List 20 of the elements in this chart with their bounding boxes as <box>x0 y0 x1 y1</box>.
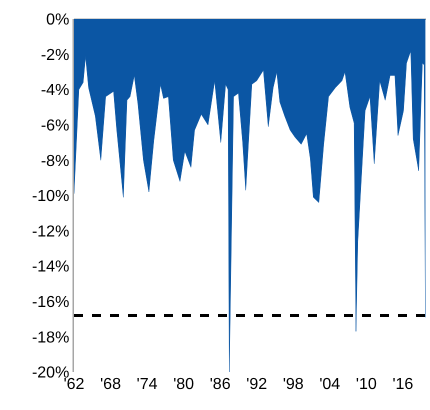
y-tick-label: -10% <box>32 188 70 206</box>
x-tick-label: '80 <box>173 376 194 393</box>
x-tick-label: '68 <box>100 376 122 393</box>
y-tick-label: -2% <box>40 46 70 64</box>
y-tick-label: -4% <box>40 82 70 100</box>
y-tick-label: -18% <box>32 329 70 346</box>
x-tick-label: '98 <box>282 376 304 393</box>
y-tick-label: -12% <box>32 223 70 240</box>
x-tick-label: '16 <box>392 376 414 393</box>
x-tick-label: '10 <box>356 376 377 393</box>
y-tick-label: -8% <box>40 152 70 170</box>
x-tick-label: '86 <box>210 376 231 393</box>
x-tick-label: '92 <box>246 376 268 393</box>
x-tick-label: '62 <box>64 376 85 393</box>
y-tick-label: -14% <box>32 258 70 276</box>
y-tick-label: -6% <box>40 118 70 134</box>
y-tick-label: 0% <box>46 12 70 29</box>
x-tick-label: '04 <box>319 376 340 393</box>
y-tick-label: -16% <box>32 294 70 311</box>
x-tick-label: '74 <box>136 376 158 393</box>
